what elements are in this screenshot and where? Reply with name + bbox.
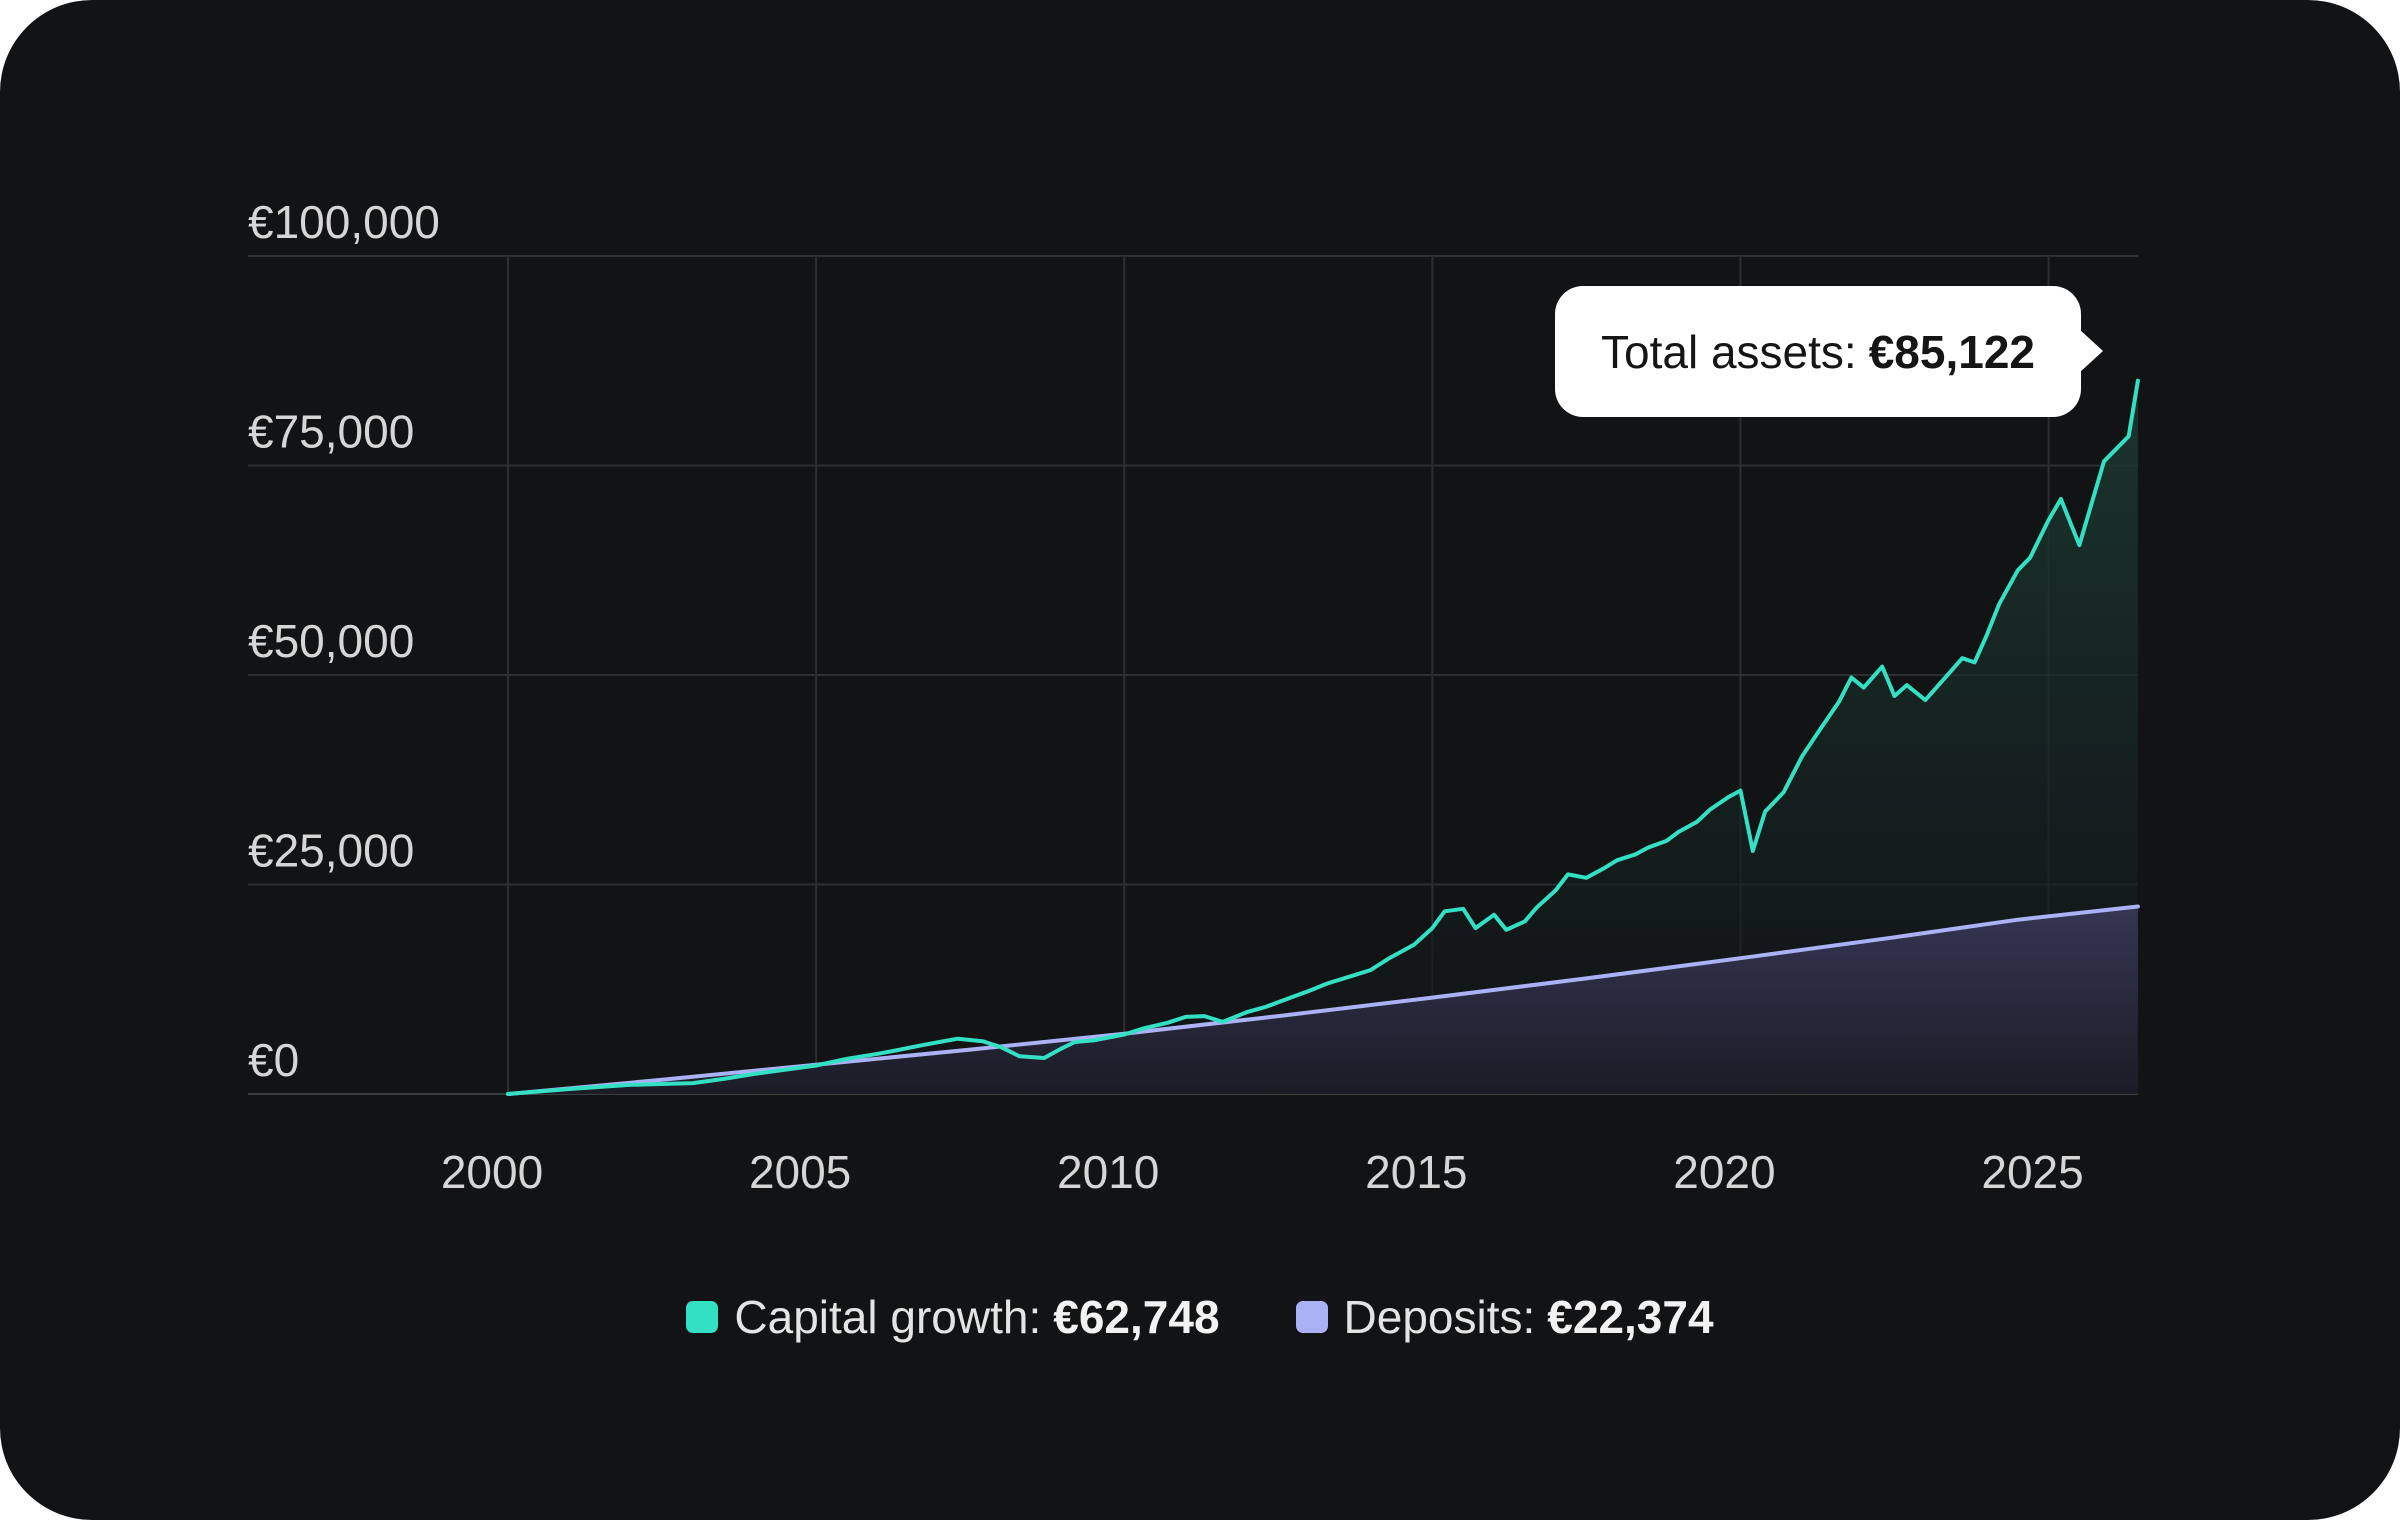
- legend-item-deposits: Deposits: €22,374: [1295, 1290, 1714, 1344]
- legend-value-deposits: €22,374: [1547, 1291, 1714, 1343]
- deposits-swatch: [1295, 1301, 1328, 1333]
- x-tick-label: 2010: [1057, 1146, 1159, 1198]
- y-tick-label: €0: [248, 1034, 299, 1086]
- capital-growth-swatch: [686, 1301, 719, 1333]
- x-tick-label: 2000: [441, 1146, 543, 1198]
- lines: [506, 378, 2140, 1096]
- capital-growth-area: [508, 380, 2138, 1094]
- legend-value-capital-growth: €62,748: [1053, 1291, 1220, 1343]
- y-tick-label: €75,000: [248, 406, 414, 458]
- total-assets-tooltip: Total assets: €85,122: [1555, 286, 2103, 417]
- y-tick-label: €25,000: [248, 825, 414, 877]
- legend-item-capital-growth: Capital growth: €62,748: [686, 1290, 1220, 1344]
- y-tick-label: €50,000: [248, 615, 414, 667]
- x-tick-label: 2005: [749, 1146, 851, 1198]
- tooltip-value: €85,122: [1868, 325, 2035, 378]
- x-tick-label: 2020: [1673, 1146, 1775, 1198]
- tooltip-label: Total assets:: [1601, 325, 1857, 378]
- x-tick-label: 2025: [1981, 1146, 2083, 1198]
- deposits-area: [508, 906, 2138, 1094]
- x-tick-label: 2015: [1365, 1146, 1467, 1198]
- legend-label-capital-growth: Capital growth:: [734, 1291, 1042, 1343]
- tick-labels: €0 €25,000 €50,000 €75,000 €100,000 2000 2005 2…: [248, 196, 2084, 1198]
- areas: [508, 380, 2138, 1094]
- legend-label-deposits: Deposits:: [1343, 1291, 1536, 1343]
- legend: Capital growth: €62,748 Deposits: €22,37…: [0, 1290, 2400, 1344]
- y-tick-label: €100,000: [248, 196, 440, 248]
